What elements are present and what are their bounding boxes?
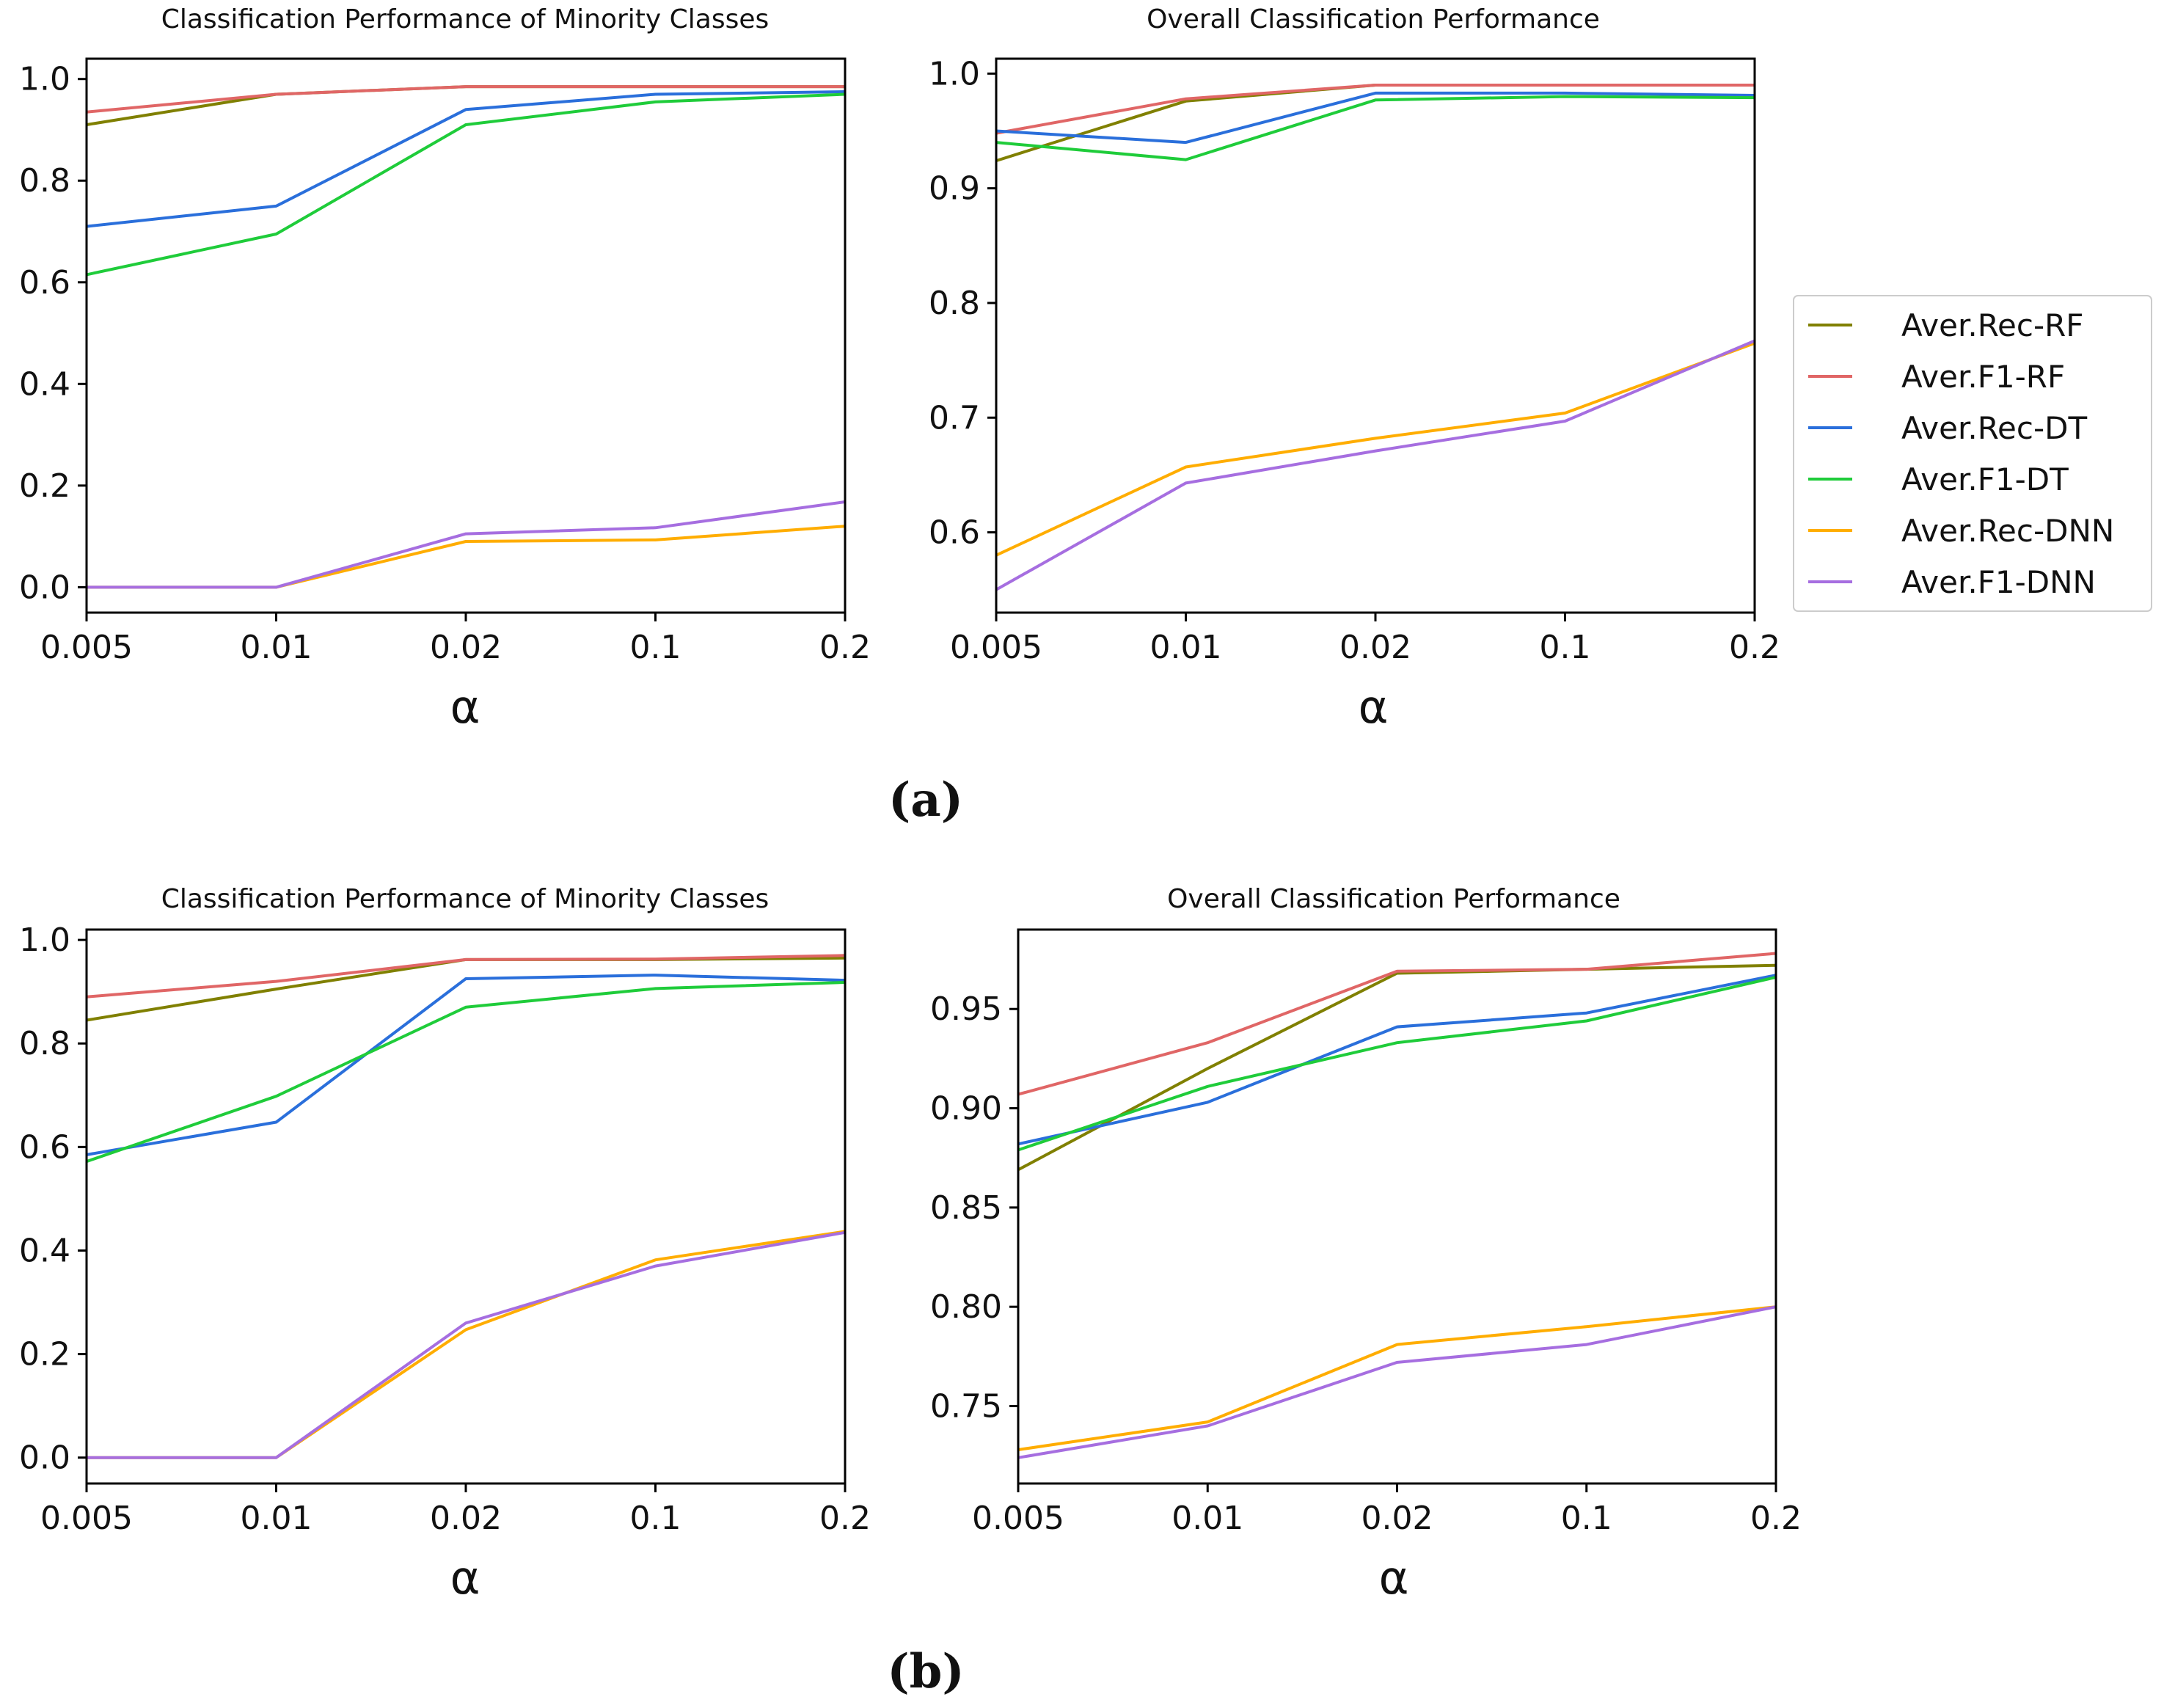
y-tick-label: 0.85 [930,1189,1002,1227]
y-tick-label: 0.9 [929,170,980,208]
x-tick-label: 0.1 [1561,1500,1612,1537]
series-line-aver-f1-dnn [995,339,1755,591]
x-tick-label: 0.2 [819,1500,871,1537]
chart-title: Classification Performance of Minority C… [161,4,770,34]
x-tick-label: 0.005 [40,1500,133,1537]
series-line-aver-f1-dnn [87,1230,846,1459]
x-tick-label: 0.02 [430,629,502,666]
y-tick-label: 1.0 [929,55,980,92]
x-tick-label: 0.005 [972,1500,1064,1537]
y-tick-label: 0.8 [929,285,980,322]
y-tick-label: 0.4 [19,365,70,403]
y-tick-label: 0.95 [930,990,1002,1028]
legend-frame [1793,295,2152,612]
panel-label-a: (a) [888,773,963,828]
x-axis-label: α [450,680,480,734]
chart-a-overall: Overall Classification Performance 0.005… [929,4,1780,734]
x-tick-label: 0.01 [241,1500,312,1537]
series-line-aver-f1-rf [1017,952,1777,1096]
legend-label: Aver.F1-DT [1901,461,2069,497]
series-line-aver-f1-rf [995,84,1755,135]
legend-label: Aver.Rec-RF [1901,307,2083,343]
x-axis-label: α [450,1551,480,1605]
x-tick-label: 0.2 [819,629,871,666]
y-tick-label: 1.0 [19,61,70,98]
series-line-aver-f1-rf [86,954,846,999]
y-tick-label: 0.90 [930,1090,1002,1128]
legend-label: Aver.F1-DNN [1901,564,2096,600]
axes-frame [85,928,847,1485]
axes-frame [1017,928,1777,1485]
series-line-aver-f1-dt [86,981,846,1163]
legend-label: Aver.F1-RF [1901,359,2065,395]
x-tick-label: 0.1 [630,629,681,666]
x-tick-label: 0.01 [1171,1500,1243,1537]
x-tick-label: 0.005 [40,629,133,666]
y-tick-label: 0.8 [19,162,70,200]
series-line-aver-rec-dt [86,90,846,228]
y-tick-label: 0.0 [19,1439,70,1477]
panel-label-b: (b) [887,1644,964,1699]
series-line-aver-rec-dnn [87,1230,846,1459]
y-tick-label: 0.8 [19,1025,70,1062]
y-tick-label: 1.0 [19,921,70,959]
legend: Aver.Rec-RF Aver.F1-RF Aver.Rec-DT Aver.F1-… [1793,295,2152,612]
y-tick-label: 0.6 [19,264,70,302]
y-tick-label: 0.6 [19,1128,70,1166]
chart-b-overall: Overall Classification Performance 0.005… [930,884,1802,1605]
series-line-aver-f1-dt [1017,975,1777,1152]
axes-frame [85,57,847,614]
chart-title: Classification Performance of Minority C… [161,884,770,914]
y-tick-label: 0.2 [19,1336,70,1373]
series-line-aver-f1-dt [86,92,846,277]
chart-b-minority: Classification Performance of Minority C… [19,884,871,1605]
x-tick-label: 0.02 [1361,1500,1433,1537]
y-tick-label: 0.80 [930,1288,1002,1326]
series-line-aver-rec-dt [86,974,846,1156]
series-line-aver-f1-dnn [1017,1305,1777,1459]
series-line-aver-rec-dnn [1017,1305,1777,1451]
series-line-aver-rec-dt [995,91,1755,145]
x-tick-label: 0.2 [1729,629,1780,666]
x-tick-label: 0.01 [241,629,312,666]
x-tick-label: 0.02 [1339,629,1411,666]
series-line-aver-rec-rf [86,956,846,1022]
chart-a-minority: Classification Performance of Minority C… [19,4,871,734]
y-tick-label: 0.7 [929,399,980,437]
x-axis-label: α [1359,680,1389,734]
x-tick-label: 0.1 [630,1500,681,1537]
series-line-aver-rec-dnn [87,525,846,589]
legend-label: Aver.Rec-DT [1901,410,2087,446]
y-tick-label: 0.4 [19,1232,70,1269]
series-line-aver-rec-rf [1017,963,1777,1172]
y-tick-label: 0.75 [930,1387,1002,1425]
chart-title: Overall Classification Performance [1147,4,1600,34]
x-axis-label: α [1379,1551,1409,1605]
series-line-aver-f1-dt [995,95,1755,161]
x-tick-label: 0.1 [1540,629,1591,666]
x-tick-label: 0.2 [1750,1500,1802,1537]
axes-frame [995,57,1756,614]
legend-label: Aver.Rec-DNN [1901,513,2114,549]
series-line-aver-rec-dt [1017,974,1777,1146]
x-tick-label: 0.02 [430,1500,502,1537]
y-tick-label: 0.0 [19,569,70,606]
x-tick-label: 0.005 [950,629,1042,666]
series-line-aver-f1-dnn [87,500,846,589]
chart-title: Overall Classification Performance [1167,884,1620,914]
y-tick-label: 0.2 [19,467,70,505]
y-tick-label: 0.6 [929,514,980,552]
x-tick-label: 0.01 [1150,629,1222,666]
series-line-aver-f1-rf [86,85,845,114]
series-line-aver-rec-dnn [995,341,1755,557]
